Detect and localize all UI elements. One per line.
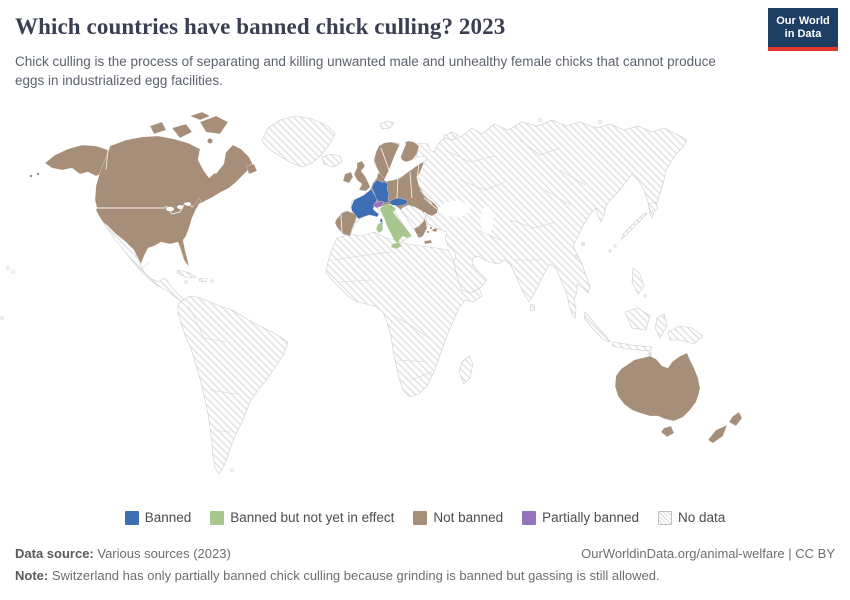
country-cuba xyxy=(176,269,197,279)
hudson-bay xyxy=(200,148,226,174)
country-ireland xyxy=(342,171,354,184)
country-greenland xyxy=(261,115,336,168)
map-region-banned-not-in-effect[interactable] xyxy=(375,203,413,250)
map-region-banned[interactable] xyxy=(350,179,409,226)
data-source-value: Various sources (2023) xyxy=(97,546,231,561)
country-united-kingdom xyxy=(353,160,371,192)
country-papua-new-guinea xyxy=(667,325,704,345)
country-new-zealand-north xyxy=(728,411,743,427)
country-austria xyxy=(388,197,409,207)
legend-label-partially-banned: Partially banned xyxy=(542,510,639,525)
country-greece-crete xyxy=(423,239,433,245)
map-region-no-data[interactable] xyxy=(0,115,704,475)
country-dividers xyxy=(97,147,438,234)
legend-item-no-data[interactable]: No data xyxy=(658,510,725,525)
legend-label-no-data: No data xyxy=(678,510,726,525)
great-lakes xyxy=(166,206,174,212)
country-indonesia-borneo xyxy=(624,307,651,331)
note-label: Note: xyxy=(15,568,49,583)
region-africa xyxy=(325,231,483,398)
country-philippines xyxy=(631,267,645,295)
legend-swatch-partially-banned xyxy=(522,510,537,525)
country-canada xyxy=(94,135,254,215)
country-canada-newfoundland xyxy=(245,163,258,175)
country-borders-decorative xyxy=(139,139,586,433)
seas-overlay xyxy=(166,140,494,234)
country-iceland xyxy=(321,153,343,168)
country-france xyxy=(350,188,380,220)
chart-subtitle: Chick culling is the process of separati… xyxy=(15,54,716,88)
legend-swatch-no-data xyxy=(658,510,672,525)
country-italy-sardinia xyxy=(375,221,384,234)
country-italy-sicily xyxy=(390,241,403,250)
note-value: Switzerland has only partially banned ch… xyxy=(51,568,660,583)
country-switzerland xyxy=(372,200,385,209)
legend-item-banned-not-in-effect[interactable]: Banned but not yet in effect xyxy=(210,510,394,525)
region-western-balkans xyxy=(400,204,427,230)
baltic-sea xyxy=(384,140,406,182)
map-legend: Banned Banned but not yet in effect Not … xyxy=(0,510,850,525)
country-italy xyxy=(379,203,413,245)
country-indonesia-sumatra xyxy=(583,311,611,343)
legend-label-banned: Banned xyxy=(144,510,192,525)
owid-logo-line1: Our World xyxy=(776,15,830,27)
country-cyprus xyxy=(431,227,439,233)
legend-label-not-banned: Not banned xyxy=(433,510,504,525)
credit-link[interactable]: OurWorldinData.org/animal-welfare | CC B… xyxy=(581,546,835,561)
country-indonesia-java xyxy=(611,341,653,352)
caspian-sea xyxy=(480,206,494,234)
country-germany xyxy=(371,179,390,204)
legend-swatch-not-banned xyxy=(413,510,428,525)
black-sea xyxy=(440,201,470,217)
legend-label-banned-not-in-effect: Banned but not yet in effect xyxy=(230,510,395,525)
chart-footer: Data source: Various sources (2023) OurW… xyxy=(15,546,835,583)
country-madagascar xyxy=(458,355,474,385)
legend-item-not-banned[interactable]: Not banned xyxy=(413,510,503,525)
world-map[interactable] xyxy=(0,110,850,502)
country-australia-tasmania xyxy=(660,425,675,438)
data-source-label: Data source: xyxy=(15,546,94,561)
legend-item-partially-banned[interactable]: Partially banned xyxy=(522,510,639,525)
map-region-partially-banned[interactable] xyxy=(372,200,385,209)
owid-logo[interactable]: Our World in Data xyxy=(768,8,838,51)
country-australia xyxy=(614,352,701,422)
data-source: Data source: Various sources (2023) xyxy=(15,546,231,561)
owid-logo-line2: in Data xyxy=(784,28,822,40)
page-title: Which countries have banned chick cullin… xyxy=(15,14,506,39)
country-spain-portugal xyxy=(334,210,358,237)
legend-swatch-banned xyxy=(124,510,139,525)
region-south-america xyxy=(177,295,289,475)
country-japan xyxy=(647,201,659,213)
legend-swatch-banned-not-in-effect xyxy=(210,510,225,525)
map-region-no-data-balkans[interactable] xyxy=(400,204,427,230)
country-new-zealand-south xyxy=(707,424,728,444)
legend-item-banned[interactable]: Banned xyxy=(124,510,192,525)
